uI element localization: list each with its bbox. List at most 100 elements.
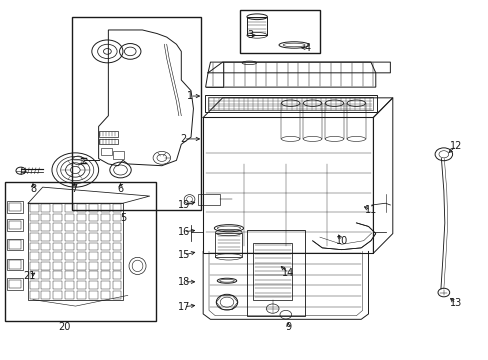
Bar [28,203,122,300]
Text: 7: 7 [71,184,77,194]
Text: 5: 5 [120,212,126,222]
Bar [53,233,62,241]
Bar [30,281,39,289]
Bar [7,219,23,231]
Bar [65,281,74,289]
Bar [113,152,123,158]
Bar [9,260,21,269]
Bar [215,233,242,257]
Bar [101,281,109,289]
Bar [30,204,39,212]
Bar [7,202,23,213]
Bar [112,252,121,260]
Bar [112,262,121,270]
Bar [9,221,21,229]
Bar [53,291,62,298]
Text: 15: 15 [177,250,189,260]
Bar [41,233,50,241]
Bar [203,117,372,253]
Bar [65,204,74,212]
Bar [53,281,62,289]
Bar [112,271,121,279]
Bar [41,291,50,298]
Bar [65,252,74,260]
Bar [239,10,319,53]
Bar [204,95,376,112]
Bar [65,213,74,221]
Bar [41,204,50,212]
Bar [7,258,23,270]
Bar [89,262,98,270]
Bar [65,262,74,270]
Bar [101,291,109,298]
Bar [89,204,98,212]
Bar [198,194,220,205]
Bar [77,281,86,289]
Text: 4: 4 [304,43,310,53]
Bar [65,271,74,279]
Bar [89,291,98,298]
Bar [101,243,109,250]
Bar [253,243,291,300]
Bar [101,233,109,241]
Bar [112,233,121,241]
Bar [112,204,121,212]
Bar [101,252,109,260]
Bar [41,243,50,250]
Text: 8: 8 [30,184,36,194]
Bar [65,223,74,231]
Bar [41,281,50,289]
Bar [99,131,118,137]
Text: 21: 21 [23,271,36,282]
Bar [30,262,39,270]
Bar [7,239,23,250]
Bar [101,148,112,155]
Text: 19: 19 [177,200,189,210]
Bar [101,223,109,231]
Text: 18: 18 [177,277,189,287]
Bar [30,213,39,221]
Bar [112,223,121,231]
Bar [89,223,98,231]
Text: 9: 9 [285,322,291,332]
Bar [89,271,98,279]
Bar [101,213,109,221]
Bar [41,223,50,231]
Text: 17: 17 [177,302,189,312]
Bar [65,291,74,298]
Bar [65,233,74,241]
Bar [30,291,39,298]
Bar [53,213,62,221]
Text: 20: 20 [58,322,71,332]
Bar [77,243,86,250]
Bar [41,271,50,279]
Bar [53,252,62,260]
Bar [77,213,86,221]
Bar [89,252,98,260]
Bar [7,278,23,290]
Bar [30,271,39,279]
Bar [30,252,39,260]
Bar [65,243,74,250]
Bar [99,139,118,144]
Bar [41,213,50,221]
Text: 13: 13 [449,298,461,308]
Bar [9,203,21,211]
Text: 14: 14 [282,268,294,278]
Bar [112,291,121,298]
Bar [77,223,86,231]
Bar [77,291,86,298]
Bar [5,182,156,321]
Text: 10: 10 [335,236,347,246]
Bar [101,262,109,270]
Bar [53,223,62,231]
Bar [77,233,86,241]
Bar [112,281,121,289]
Text: 16: 16 [177,227,189,237]
Text: 2: 2 [180,134,186,144]
Bar [41,262,50,270]
Bar [9,280,21,288]
Bar [112,213,121,221]
Bar [89,213,98,221]
Bar [89,233,98,241]
